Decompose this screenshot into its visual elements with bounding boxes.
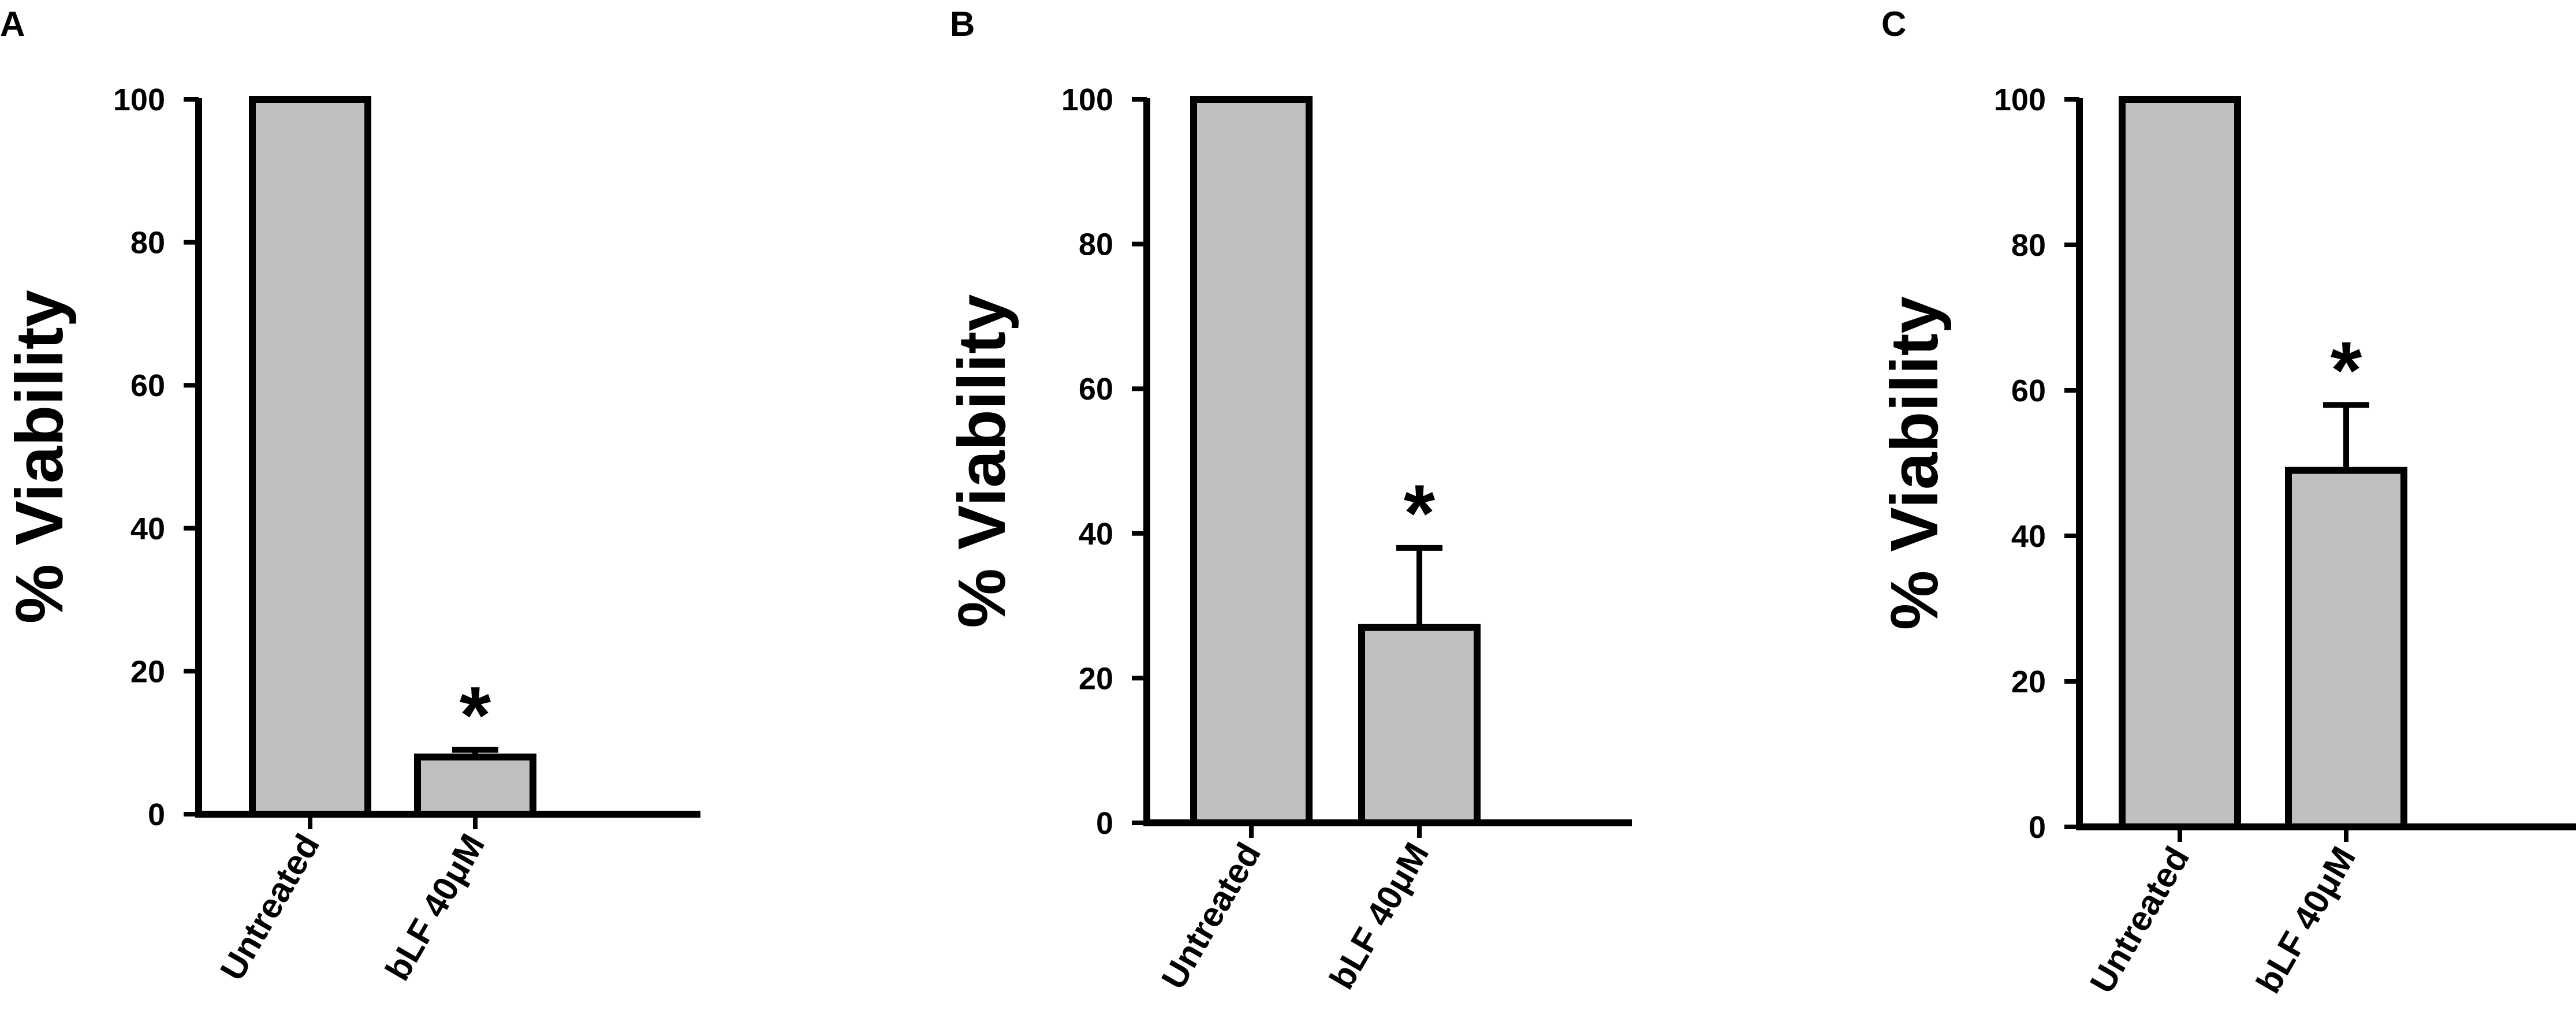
bar-blf-40um [414, 753, 536, 818]
y-tick-label: 100 [1061, 83, 1113, 117]
y-tick-label: 40 [2011, 519, 2046, 554]
significance-asterisk: * [1404, 468, 1436, 558]
y-tick-label: 40 [1079, 517, 1113, 551]
y-tick-label: 0 [1096, 806, 1113, 841]
y-axis-title: % Viability [944, 294, 1019, 628]
y-tick-label: 20 [2011, 665, 2046, 699]
y-tick-label: 60 [1079, 372, 1113, 407]
y-tick-label: 100 [113, 83, 165, 117]
y-axis-title: % Viability [1877, 296, 1952, 630]
chart-panel-c: C % Viability 0 20 40 60 80 100 Untreated * bLF 40… [1877, 5, 2576, 1000]
x-category-label: Untreated [2082, 840, 2197, 1000]
y-tick-label: 40 [131, 512, 165, 546]
y-tick-label: 20 [131, 654, 165, 689]
y-tick-label: 60 [131, 368, 165, 403]
y-tick-label: 60 [2011, 374, 2046, 408]
y-tick-label: 80 [131, 226, 165, 260]
chart-panel-a: A % Viability 0 20 40 60 80 100 Untreated * bLF 40… [0, 5, 700, 987]
y-tick-label: 0 [2029, 810, 2046, 845]
bar-blf-40um [1358, 624, 1481, 826]
bar-untreated [2119, 96, 2241, 830]
y-tick-label: 80 [1079, 228, 1113, 262]
panel-label: A [0, 5, 25, 43]
bar-blf-40um [2285, 467, 2407, 830]
y-tick-label: 80 [2011, 228, 2046, 263]
chart-panel-b: B % Viability 0 20 40 60 80 100 Untreated * bLF 40… [944, 5, 1632, 996]
x-category-label: Untreated [1154, 836, 1268, 996]
x-category-label: bLF 40μM [1322, 836, 1436, 996]
significance-asterisk: * [460, 670, 491, 760]
x-category-label: bLF 40μM [2249, 840, 2363, 1000]
x-category-label: bLF 40μM [378, 827, 492, 987]
y-tick-label: 0 [148, 797, 165, 832]
panel-label: C [1881, 5, 1906, 43]
y-axis-title: % Viability [2, 290, 77, 624]
panel-label: B [950, 5, 975, 43]
bar-untreated [1190, 96, 1313, 826]
y-tick-label: 20 [1079, 661, 1113, 696]
significance-asterisk: * [2331, 325, 2362, 415]
x-category-label: Untreated [213, 827, 327, 987]
bar-untreated [249, 96, 371, 818]
y-tick-label: 100 [1994, 83, 2046, 117]
